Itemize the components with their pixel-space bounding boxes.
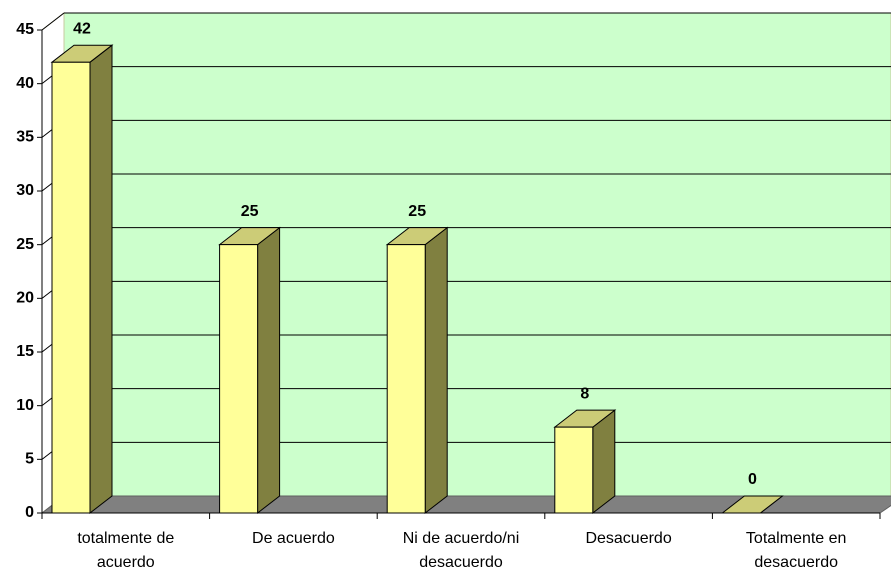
value-label: 25 bbox=[241, 203, 259, 220]
x-tick-label: totalmente de acuerdo bbox=[77, 530, 175, 571]
bar-front bbox=[386, 244, 426, 514]
value-label: 8 bbox=[580, 385, 589, 402]
y-tick-label: 35 bbox=[16, 129, 34, 146]
bar bbox=[50, 44, 114, 515]
bar bbox=[385, 226, 449, 515]
x-tick-label: Desacuerdo bbox=[585, 530, 672, 547]
y-tick-label: 5 bbox=[25, 451, 34, 468]
bar-side bbox=[424, 226, 448, 515]
value-label: 25 bbox=[408, 203, 426, 220]
y-tick-label: 30 bbox=[16, 182, 34, 199]
bar-side bbox=[592, 409, 616, 515]
bar-side bbox=[89, 44, 113, 515]
y-tick-label: 40 bbox=[16, 75, 34, 92]
y-tick-label: 45 bbox=[16, 21, 34, 38]
bar-front bbox=[554, 426, 594, 514]
bar bbox=[553, 409, 617, 515]
bar-side bbox=[257, 226, 281, 515]
x-tick-label: Ni de acuerdo/ni desacuerdo bbox=[402, 530, 520, 571]
bar bbox=[218, 226, 282, 515]
value-label: 42 bbox=[73, 20, 91, 37]
bar-front bbox=[219, 244, 259, 514]
bar-front bbox=[51, 61, 91, 514]
bar bbox=[720, 495, 784, 514]
y-tick-label: 0 bbox=[25, 504, 34, 521]
y-tick-label: 10 bbox=[16, 397, 34, 414]
back-wall bbox=[63, 12, 891, 497]
x-tick-label: De acuerdo bbox=[252, 530, 335, 547]
y-tick-label: 20 bbox=[16, 290, 34, 307]
value-label: 0 bbox=[748, 471, 757, 488]
y-tick-label: 15 bbox=[16, 343, 34, 360]
grid-line-side bbox=[41, 12, 65, 31]
y-tick-label: 25 bbox=[16, 236, 34, 253]
x-tick-label: Totalmente en desacuerdo bbox=[745, 530, 847, 571]
